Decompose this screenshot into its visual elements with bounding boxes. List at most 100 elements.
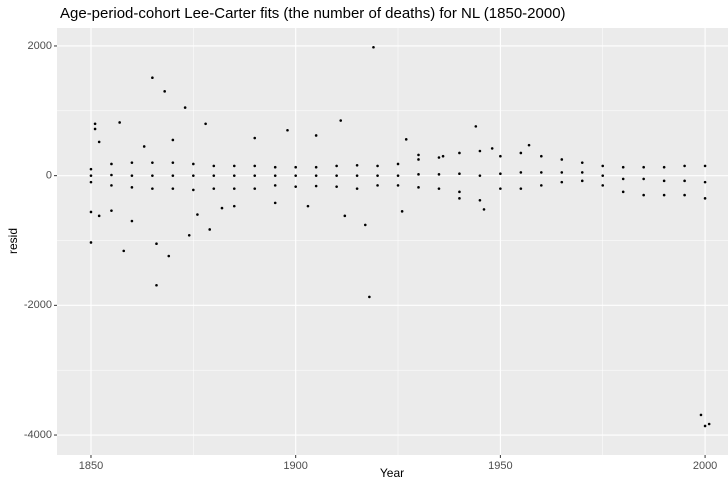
point	[400, 210, 404, 213]
point	[192, 188, 195, 192]
point	[441, 154, 445, 158]
point	[560, 171, 564, 174]
point	[527, 143, 531, 147]
point	[171, 187, 175, 190]
point	[204, 122, 207, 126]
point	[437, 187, 441, 190]
point	[273, 184, 277, 187]
point	[499, 154, 502, 158]
point	[314, 165, 318, 169]
point	[355, 163, 359, 167]
point	[142, 145, 146, 148]
point	[703, 424, 707, 428]
point	[343, 214, 347, 218]
point	[294, 165, 297, 169]
point	[662, 179, 666, 183]
point	[335, 185, 338, 188]
point	[335, 164, 338, 168]
point	[458, 197, 461, 200]
y-tick-label: 0	[46, 170, 52, 182]
point	[458, 190, 461, 194]
point	[294, 174, 297, 177]
point	[163, 90, 166, 93]
point	[183, 106, 187, 109]
y-tick-label: -4000	[24, 429, 52, 441]
point	[196, 213, 199, 216]
point	[93, 122, 97, 126]
point	[110, 162, 113, 166]
y-axis-title: resid	[6, 228, 20, 254]
point	[437, 156, 441, 159]
point	[253, 187, 257, 190]
point	[560, 180, 564, 184]
point	[294, 185, 297, 188]
point	[417, 186, 420, 189]
point	[621, 190, 625, 194]
point	[273, 165, 277, 169]
point	[273, 174, 277, 177]
point	[151, 187, 154, 190]
point	[171, 161, 175, 164]
point	[130, 161, 134, 164]
point	[580, 171, 584, 174]
point	[171, 174, 175, 177]
x-tick-label: 1900	[283, 460, 307, 472]
point	[355, 187, 359, 190]
point	[286, 128, 289, 132]
panel	[57, 28, 728, 455]
point	[417, 158, 420, 161]
point	[192, 162, 195, 166]
x-tick-label: 2000	[693, 460, 717, 472]
point	[372, 45, 375, 49]
point	[683, 179, 686, 183]
point	[703, 164, 707, 168]
point	[368, 295, 371, 299]
point	[155, 283, 158, 287]
point	[642, 165, 645, 169]
point	[540, 154, 543, 158]
point	[580, 161, 584, 164]
point	[110, 184, 113, 187]
point	[478, 149, 482, 153]
point	[458, 172, 461, 176]
point	[130, 174, 134, 177]
point	[314, 174, 318, 177]
point	[376, 174, 379, 177]
point	[253, 136, 257, 140]
point	[232, 174, 236, 177]
point	[601, 184, 605, 187]
point	[540, 171, 543, 174]
point	[212, 174, 216, 177]
point	[703, 180, 707, 184]
point	[478, 174, 482, 177]
point	[273, 201, 277, 205]
point	[314, 134, 318, 137]
point	[232, 187, 236, 190]
point	[253, 164, 257, 168]
point	[339, 119, 343, 122]
point	[601, 174, 605, 177]
point	[707, 422, 711, 426]
point	[89, 167, 93, 171]
point	[396, 162, 400, 166]
point	[396, 184, 400, 187]
x-tick-label: 1950	[488, 460, 512, 472]
point	[97, 214, 101, 218]
point	[89, 241, 93, 244]
x-axis-title: Year	[380, 466, 404, 480]
point	[642, 193, 645, 197]
point	[519, 171, 523, 174]
point	[212, 187, 216, 190]
point	[662, 165, 666, 169]
point	[363, 223, 367, 227]
point	[376, 184, 379, 187]
point	[253, 174, 257, 177]
y-tick-label: 2000	[28, 40, 52, 52]
point	[122, 249, 126, 253]
point	[683, 164, 686, 168]
point	[110, 173, 113, 177]
point	[499, 172, 502, 176]
point	[167, 254, 171, 258]
point	[519, 187, 523, 190]
